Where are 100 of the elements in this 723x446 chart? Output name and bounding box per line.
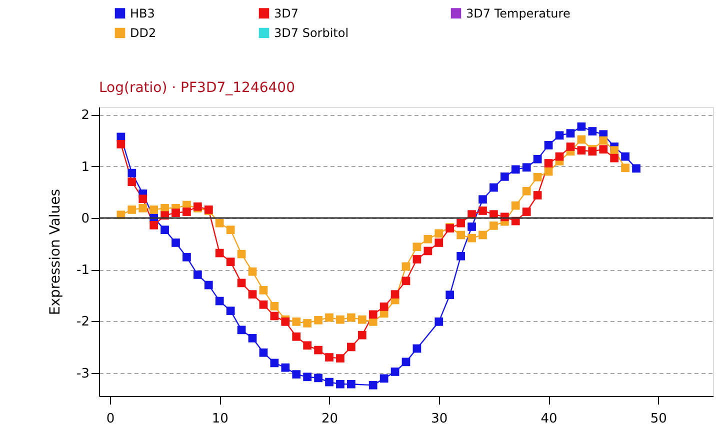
point bbox=[128, 206, 136, 214]
point bbox=[456, 252, 466, 260]
point bbox=[314, 374, 322, 382]
point bbox=[621, 152, 630, 161]
point bbox=[128, 168, 136, 178]
y-tick-label: -1 bbox=[76, 263, 90, 278]
point bbox=[237, 326, 246, 334]
point bbox=[138, 194, 148, 204]
point bbox=[402, 358, 410, 366]
point bbox=[599, 136, 608, 145]
point bbox=[380, 302, 388, 311]
point bbox=[456, 230, 466, 240]
point bbox=[632, 164, 640, 173]
point bbox=[270, 302, 279, 310]
point bbox=[522, 163, 531, 172]
point bbox=[368, 310, 378, 319]
point bbox=[346, 380, 356, 388]
point bbox=[424, 234, 432, 244]
point bbox=[193, 270, 202, 279]
point bbox=[390, 290, 400, 299]
point bbox=[325, 378, 334, 386]
point bbox=[303, 341, 312, 350]
point bbox=[446, 290, 454, 300]
point bbox=[215, 248, 224, 258]
point bbox=[172, 238, 180, 247]
point bbox=[281, 318, 290, 326]
point bbox=[248, 290, 257, 299]
x-tick-label: 10 bbox=[212, 412, 228, 426]
point bbox=[522, 186, 531, 196]
y-tick-label: 1 bbox=[81, 160, 90, 175]
point bbox=[204, 280, 213, 290]
point bbox=[478, 195, 487, 204]
point bbox=[281, 363, 290, 372]
point bbox=[544, 167, 553, 176]
point bbox=[599, 145, 608, 154]
point bbox=[490, 183, 498, 192]
point bbox=[336, 380, 344, 388]
point bbox=[368, 380, 378, 390]
y-tick-label: 2 bbox=[81, 108, 90, 124]
point bbox=[412, 242, 422, 252]
point bbox=[533, 154, 542, 164]
point bbox=[237, 250, 246, 258]
legend-label: 3D7 Sorbitol bbox=[274, 26, 349, 40]
point bbox=[412, 344, 422, 353]
y-axis-title: Expression Values bbox=[48, 188, 64, 316]
point bbox=[434, 238, 444, 247]
point bbox=[380, 374, 388, 383]
point bbox=[259, 286, 268, 294]
point bbox=[182, 208, 191, 216]
point bbox=[270, 358, 279, 368]
point bbox=[226, 258, 235, 266]
point bbox=[500, 172, 509, 181]
point bbox=[490, 222, 498, 230]
point bbox=[555, 131, 564, 140]
point bbox=[478, 206, 487, 215]
point bbox=[533, 173, 542, 182]
point bbox=[588, 127, 597, 136]
chart-title: Log(ratio) · PF3D7_1246400 bbox=[99, 80, 295, 96]
point bbox=[248, 334, 257, 342]
point bbox=[412, 255, 422, 264]
point bbox=[544, 159, 553, 168]
point bbox=[610, 146, 619, 155]
point bbox=[325, 353, 334, 362]
point bbox=[478, 230, 487, 240]
point bbox=[358, 330, 366, 340]
point bbox=[468, 234, 476, 242]
point bbox=[346, 342, 356, 352]
point bbox=[160, 226, 169, 234]
point bbox=[270, 312, 279, 320]
point bbox=[577, 122, 586, 131]
point bbox=[172, 208, 180, 217]
point bbox=[402, 276, 410, 286]
point bbox=[544, 141, 553, 150]
point bbox=[138, 204, 148, 212]
point bbox=[292, 318, 301, 326]
legend-label: DD2 bbox=[130, 26, 156, 40]
x-tick-label: 0 bbox=[106, 412, 115, 426]
point bbox=[336, 354, 344, 363]
point bbox=[237, 278, 246, 288]
point bbox=[259, 300, 268, 309]
point bbox=[303, 319, 312, 328]
point bbox=[226, 226, 235, 234]
point bbox=[292, 332, 301, 341]
point bbox=[150, 206, 158, 214]
point bbox=[215, 296, 224, 306]
point bbox=[182, 252, 191, 262]
point bbox=[314, 316, 322, 324]
point bbox=[128, 178, 136, 186]
point bbox=[533, 191, 542, 200]
point bbox=[577, 146, 586, 155]
point bbox=[390, 368, 400, 376]
point bbox=[588, 147, 597, 156]
point bbox=[314, 346, 322, 354]
point bbox=[456, 218, 466, 228]
y-tick-label: 0 bbox=[81, 211, 90, 226]
point bbox=[259, 348, 268, 357]
point bbox=[215, 218, 224, 228]
point bbox=[577, 135, 586, 144]
point bbox=[468, 222, 476, 231]
legend-label: HB3 bbox=[130, 6, 155, 20]
